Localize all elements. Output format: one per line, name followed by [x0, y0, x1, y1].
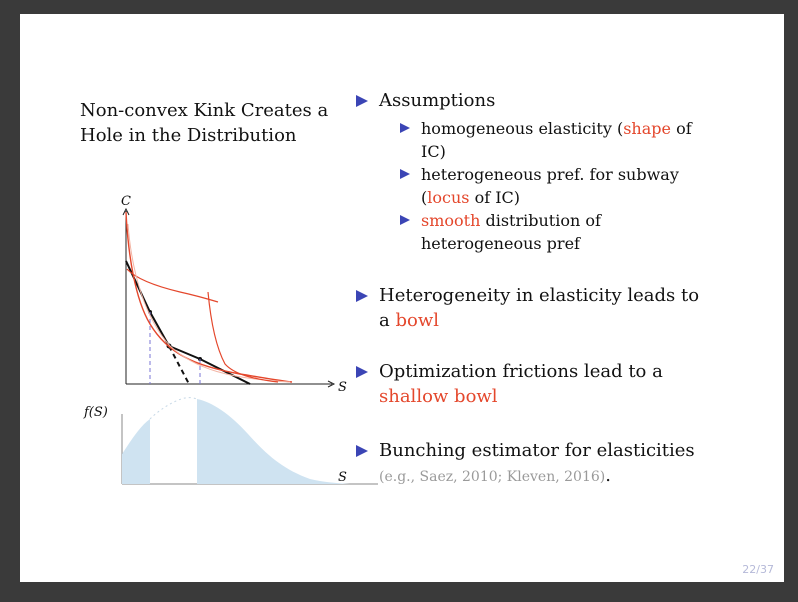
top-y-arrow	[122, 207, 130, 216]
indifference-curve-4	[207, 291, 279, 383]
density-left	[122, 419, 150, 484]
bullet-marker	[356, 290, 368, 302]
sub-bullet-smooth: smooth distribution of heterogeneous pre…	[421, 211, 601, 253]
bullet-marker	[356, 366, 368, 378]
density-right	[197, 399, 350, 484]
bullet-marker	[356, 445, 368, 457]
sub-bullet-marker	[400, 123, 410, 133]
page-number: 22/37	[742, 563, 774, 576]
indifference-curve-1	[125, 211, 293, 383]
top-y-label: C	[121, 194, 131, 209]
bullet-marker	[356, 95, 368, 107]
sub-bullet-elasticity: homogeneous elasticity (shape of IC)	[421, 119, 692, 161]
sub-bullet-marker	[400, 169, 410, 179]
budget-extension	[168, 345, 190, 385]
top-x-label: S	[338, 380, 347, 395]
density-hole-outline	[149, 397, 198, 420]
budget-segment-2	[168, 345, 251, 385]
sub-bullet-preference: heterogeneous pref. for subway (locus of…	[421, 165, 679, 207]
sub-bullet-marker	[400, 215, 410, 225]
kink-figure: C S f(S) S	[83, 194, 378, 485]
bottom-x-label: S	[338, 470, 347, 485]
bullet-assumptions: Assumptions	[379, 90, 496, 111]
slide-title: Non-convex Kink Creates a Hole in the Di…	[80, 100, 329, 146]
citation: (e.g., Saez, 2010; Kleven, 2016)	[379, 469, 606, 485]
bottom-y-label: f(S)	[83, 405, 108, 420]
top-x-arrow	[327, 380, 336, 388]
indifference-curve-3	[127, 223, 291, 383]
slide: Non-convex Kink Creates a Hole in the Di…	[20, 14, 784, 582]
indifference-curve-2	[126, 268, 219, 303]
bullet-frictions: Optimization frictions lead to a shallow…	[379, 361, 663, 407]
bullet-bunching: Bunching estimator for elasticities (e.g…	[379, 440, 695, 486]
bullet-heterogeneity: Heterogeneity in elasticity leads to a b…	[379, 285, 700, 331]
